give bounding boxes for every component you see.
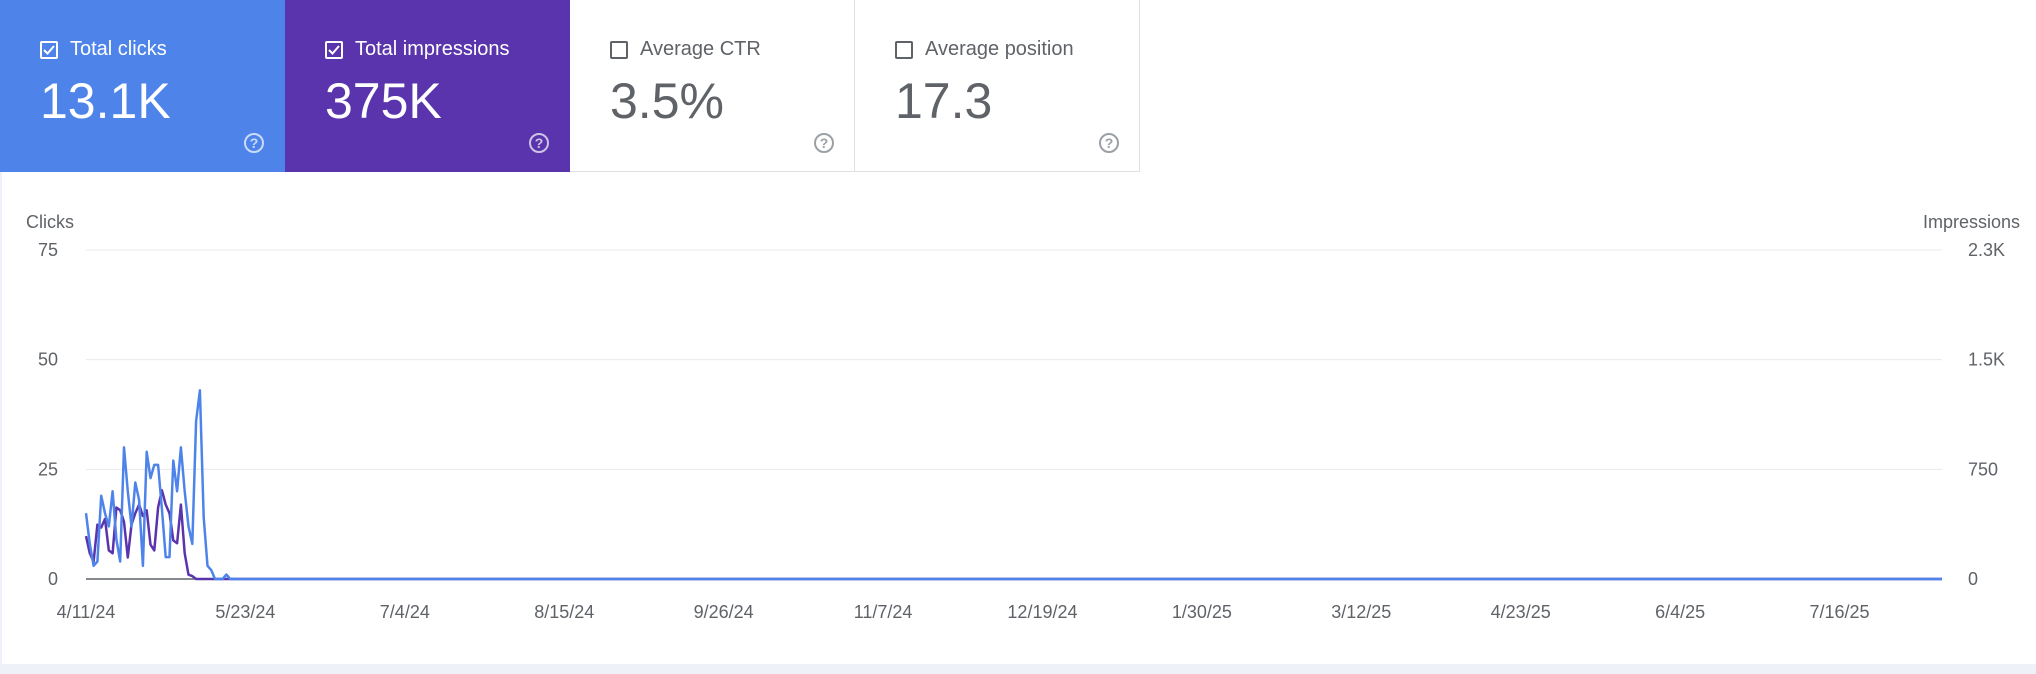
- metric-label: Average CTR: [640, 38, 761, 60]
- x-tick-label: 5/23/24: [215, 602, 275, 622]
- checkmark-icon: [43, 44, 55, 55]
- performance-chart[interactable]: Clicks Impressions 75 2.3K 50 1.5K 25 750 0 0 4/11…: [0, 200, 2036, 630]
- x-tick-label: 6/4/25: [1655, 602, 1705, 622]
- right-axis-title: Impressions: [1923, 212, 2020, 232]
- metric-label: Average position: [925, 38, 1074, 60]
- panel-edge: [0, 172, 2, 664]
- metric-value: 13.1K: [40, 73, 171, 129]
- left-tick-label: 75: [38, 240, 58, 260]
- help-icon[interactable]: ?: [1099, 133, 1119, 153]
- right-tick-label: 750: [1968, 459, 1998, 479]
- left-axis-title: Clicks: [26, 212, 74, 232]
- help-icon[interactable]: ?: [244, 133, 264, 153]
- help-icon[interactable]: ?: [814, 133, 834, 153]
- metric-value: 3.5%: [610, 73, 724, 129]
- x-tick-label: 3/12/25: [1331, 602, 1391, 622]
- x-tick-label: 1/30/25: [1172, 602, 1232, 622]
- x-tick-label: 4/23/25: [1491, 602, 1551, 622]
- left-tick-label: 25: [38, 459, 58, 479]
- help-icon[interactable]: ?: [529, 133, 549, 153]
- total-clicks-card[interactable]: Total clicks 13.1K ?: [0, 0, 285, 172]
- right-tick-label: 1.5K: [1968, 350, 2005, 370]
- left-tick-label: 0: [48, 569, 58, 589]
- metric-label: Total impressions: [355, 38, 510, 60]
- left-tick-label: 50: [38, 350, 58, 370]
- metric-label: Total clicks: [70, 38, 167, 60]
- total-clicks-checkbox[interactable]: [40, 40, 58, 59]
- average-position-checkbox[interactable]: [895, 40, 913, 59]
- average-ctr-card[interactable]: Average CTR 3.5% ?: [570, 0, 855, 172]
- average-position-card[interactable]: Average position 17.3 ?: [855, 0, 1140, 172]
- metric-value: 17.3: [895, 73, 993, 129]
- x-tick-label: 7/16/25: [1809, 602, 1869, 622]
- metric-cards: Total clicks 13.1K ? Total impressions 3…: [0, 0, 1140, 172]
- x-tick-label: 11/7/24: [854, 602, 913, 622]
- average-ctr-checkbox[interactable]: [610, 40, 628, 59]
- panel-footer-strip: [0, 664, 2036, 674]
- x-tick-label: 9/26/24: [694, 602, 754, 622]
- checkmark-icon: [328, 44, 340, 55]
- metric-value: 375K: [325, 73, 442, 129]
- x-tick-label: 8/15/24: [534, 602, 594, 622]
- x-tick-label: 7/4/24: [380, 602, 430, 622]
- x-tick-label: 12/19/24: [1007, 602, 1077, 622]
- right-tick-label: 2.3K: [1968, 240, 2005, 260]
- clicks-series-line: [84, 389, 1942, 581]
- total-impressions-checkbox[interactable]: [325, 40, 343, 59]
- x-tick-label: 4/11/24: [57, 602, 116, 622]
- right-tick-label: 0: [1968, 569, 1978, 589]
- impressions-series-line: [84, 489, 1942, 581]
- total-impressions-card[interactable]: Total impressions 375K ?: [285, 0, 570, 172]
